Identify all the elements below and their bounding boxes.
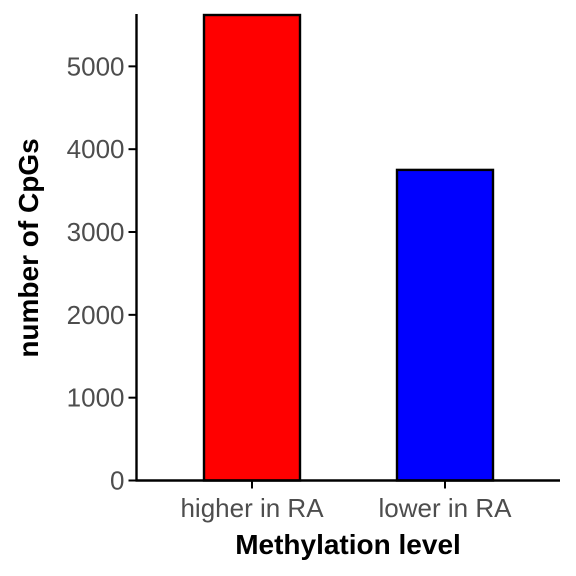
y-axis-ticks: 0 1000 2000 3000 4000 5000 (67, 51, 136, 496)
y-tick-label: 5000 (67, 51, 125, 81)
y-tick-label: 3000 (67, 217, 125, 247)
x-tick-label: lower in RA (379, 493, 513, 523)
x-axis-ticks: higher in RA lower in RA (180, 481, 513, 523)
bar-higher-in-ra (202, 13, 302, 482)
y-tick-label: 1000 (67, 383, 125, 413)
y-tick-label: 4000 (67, 134, 125, 164)
bar-lower-in-ra (395, 168, 495, 482)
y-tick-label: 2000 (67, 300, 125, 330)
x-tick-label: higher in RA (180, 493, 324, 523)
y-tick-label: 0 (110, 466, 124, 496)
plot-area (202, 13, 495, 482)
x-axis-title: Methylation level (235, 529, 461, 560)
y-axis-title: number of CpGs (13, 138, 44, 357)
